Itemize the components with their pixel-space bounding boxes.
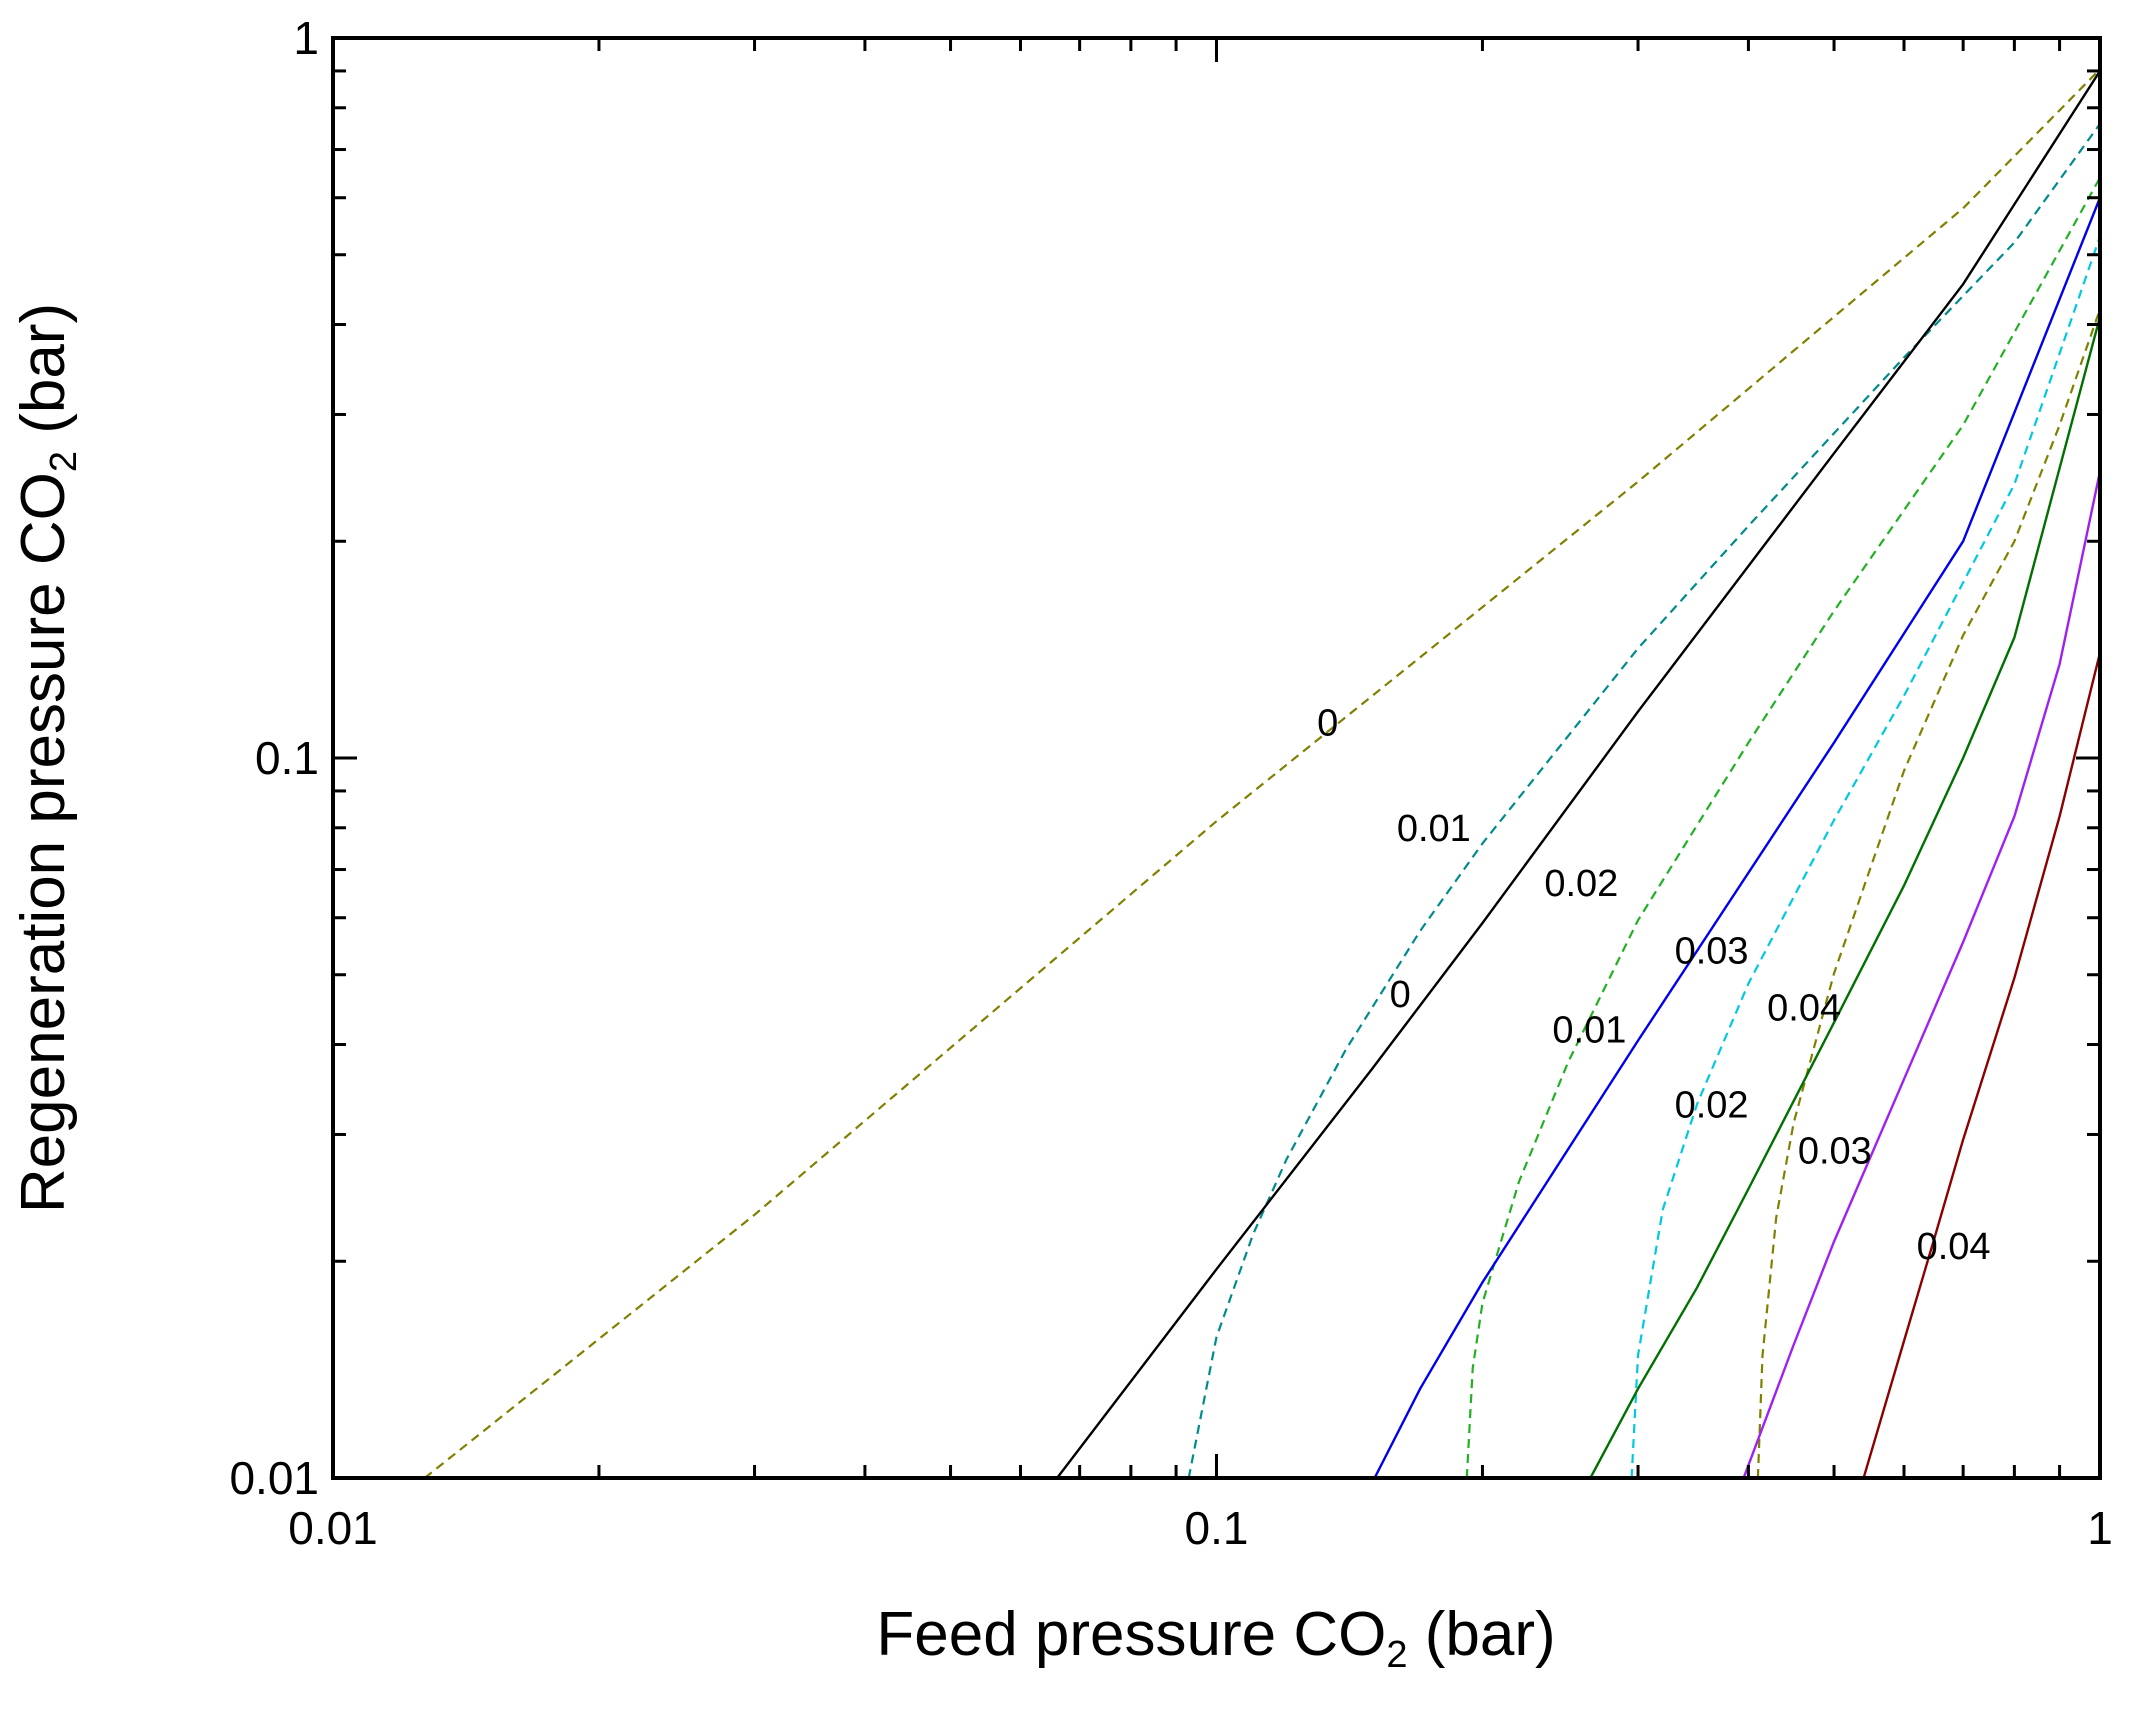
x-axis-title-sub: 2 xyxy=(1386,1634,1407,1676)
x-tick-label: 1 xyxy=(2087,1502,2113,1554)
curve-label: 0.02 xyxy=(1544,863,1618,905)
curve-solid-0p04 xyxy=(1862,652,2100,1478)
curve-label: 0.04 xyxy=(1767,988,1841,1030)
curve-label: 0.04 xyxy=(1917,1226,1991,1268)
curves-layer xyxy=(424,68,2100,1478)
curve-solid-0 xyxy=(1056,70,2100,1478)
y-axis-title-sub: 2 xyxy=(43,451,85,472)
y-axis-title-main: Regeneration pressure CO xyxy=(9,472,78,1213)
curve-dashed-0p03 xyxy=(1630,236,2100,1478)
x-axis-title-main: Feed pressure CO xyxy=(876,1600,1386,1669)
curve-dashed-0 xyxy=(424,68,2100,1478)
curve-dashed-0p01 xyxy=(1187,123,2100,1478)
x-axis-title-unit: (bar) xyxy=(1408,1600,1556,1669)
tick-labels-layer: 0.01 0.1 1 0.01 0.1 1 xyxy=(229,12,2112,1554)
curve-labels-layer: 0 0.01 0.02 0.03 0.04 0 0.01 0.02 0.03 0.04 xyxy=(1317,703,1990,1268)
curve-dashed-0p04 xyxy=(1756,308,2100,1478)
curve-label: 0.01 xyxy=(1552,1009,1626,1051)
x-tick-label: 0.1 xyxy=(1185,1502,1249,1554)
curve-label: 0 xyxy=(1390,974,1411,1016)
y-axis-title: Regeneration pressure CO2 (bar) xyxy=(9,303,85,1213)
y-tick-label: 0.1 xyxy=(255,732,319,784)
x-axis-title: Feed pressure CO2 (bar) xyxy=(876,1600,1555,1676)
curve-solid-0p02 xyxy=(1589,316,2100,1478)
y-axis-title-unit: (bar) xyxy=(9,303,78,451)
curve-dashed-0p02 xyxy=(1465,177,2100,1478)
plot-frame xyxy=(331,36,2102,1480)
curve-solid-0p03 xyxy=(1742,471,2100,1478)
y-tick-label: 1 xyxy=(293,12,319,64)
curve-label: 0.03 xyxy=(1675,931,1749,973)
curve-label: 0.01 xyxy=(1397,808,1471,850)
curve-solid-0p01 xyxy=(1373,197,2100,1478)
curve-label: 0.02 xyxy=(1675,1085,1749,1127)
x-tick-label: 0.01 xyxy=(288,1502,378,1554)
y-tick-label: 0.01 xyxy=(229,1452,319,1504)
curve-label: 0 xyxy=(1317,703,1338,745)
curve-label: 0.03 xyxy=(1798,1131,1872,1173)
